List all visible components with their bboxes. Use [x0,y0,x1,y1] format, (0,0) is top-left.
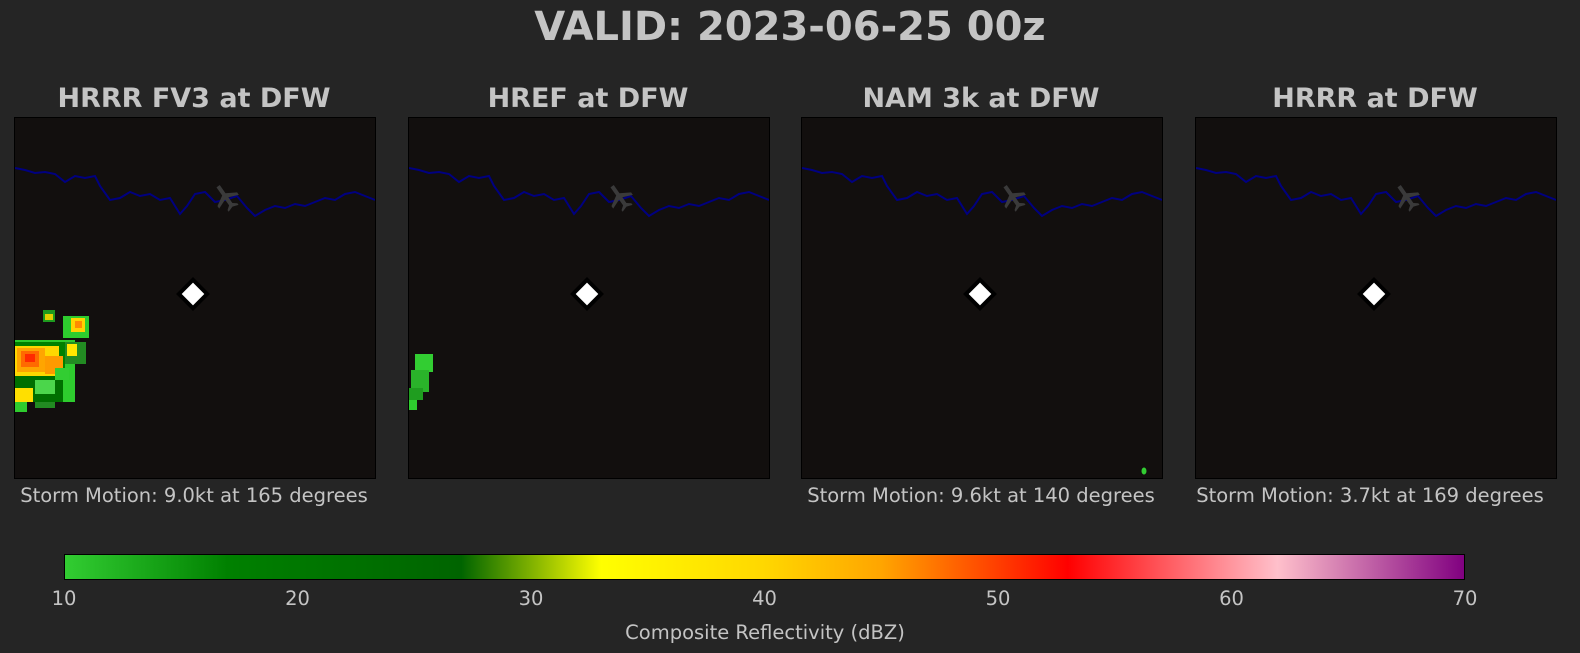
storm-motion-hrrr: Storm Motion: 3.7kt at 169 degrees [1196,484,1544,507]
map-panel-nam-3k [801,117,1163,479]
panel-title-hrrr: HRRR at DFW [1272,83,1478,114]
station-marker [1357,277,1391,311]
colorbar-tick-label: 50 [985,587,1011,610]
colorbar-gradient [64,554,1465,580]
storm-motion-href [378,483,798,509]
reflectivity-echo [1141,467,1147,475]
map-panel-href [408,117,770,479]
colorbar [64,554,1465,580]
colorbar-tick-label: 70 [1452,587,1478,610]
map-panel-hrrr [1195,117,1557,479]
county-boundary-line [409,167,769,218]
reflectivity-echoes [409,354,433,410]
airplane-icon [1003,185,1026,212]
storm-motion-hrrr-fv3: Storm Motion: 9.0kt at 165 degrees [20,484,368,507]
airplane-icon [216,185,239,212]
colorbar-tick-label: 40 [752,587,777,610]
page-title: VALID: 2023-06-25 00z [534,4,1046,50]
colorbar-tick-label: 20 [285,587,310,610]
panel-title-href: HREF at DFW [487,83,689,114]
airplane-icon [1397,185,1420,212]
county-boundary-line [802,167,1162,218]
colorbar-tick-label: 30 [518,587,544,610]
colorbar-tick-label: 10 [51,587,77,610]
colorbar-label: Composite Reflectivity (dBZ) [625,621,905,644]
map-panel-hrrr-fv3 [14,117,376,479]
county-boundary-line [15,167,375,218]
panel-title-nam-3k: NAM 3k at DFW [862,83,1100,114]
storm-motion-nam-3k: Storm Motion: 9.6kt at 140 degrees [807,484,1155,507]
station-marker [963,277,997,311]
airplane-icon [610,185,633,212]
panel-title-hrrr-fv3: HRRR FV3 at DFW [57,83,331,114]
colorbar-tick-label: 60 [1219,587,1244,610]
station-marker [570,277,604,311]
station-marker [176,277,210,311]
county-boundary-line [1196,167,1556,218]
reflectivity-echoes [15,310,89,412]
